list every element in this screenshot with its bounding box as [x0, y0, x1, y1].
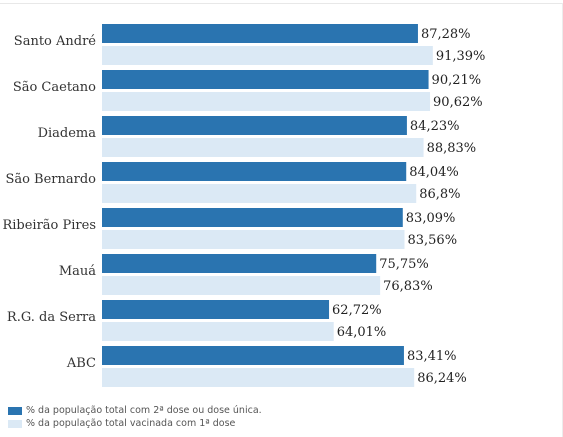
bar-second-dose	[102, 208, 403, 227]
category-label: R.G. da Serra	[7, 310, 96, 325]
value-label-first-dose: 64,01%	[337, 325, 387, 340]
value-label-second-dose: 75,75%	[379, 257, 429, 272]
top-border	[0, 3, 563, 4]
bar-second-dose	[102, 346, 404, 365]
category-label: ABC	[66, 356, 96, 371]
value-label-second-dose: 87,28%	[421, 27, 471, 42]
value-label-first-dose: 86,24%	[417, 371, 467, 386]
category-label: Santo André	[14, 34, 97, 49]
bar-first-dose	[102, 46, 433, 65]
legend-label-series-1: % da população total com 2ª dose ou dose…	[26, 405, 262, 416]
value-label-first-dose: 91,39%	[436, 49, 486, 64]
value-label-first-dose: 86,8%	[419, 187, 460, 202]
legend-swatch-series-2	[8, 419, 22, 428]
bar-first-dose	[102, 276, 381, 295]
category-label: São Bernardo	[5, 172, 96, 187]
legend-item-series-1: % da população total com 2ª dose ou dose…	[8, 405, 262, 416]
bar-first-dose	[102, 184, 417, 203]
category-label: Ribeirão Pires	[2, 218, 96, 233]
value-label-second-dose: 84,04%	[409, 165, 459, 180]
value-label-second-dose: 83,09%	[406, 211, 456, 226]
bar-first-dose	[102, 230, 405, 249]
bar-second-dose	[102, 162, 407, 181]
category-label: Mauá	[59, 264, 96, 279]
category-label: São Caetano	[13, 80, 96, 95]
value-label-first-dose: 76,83%	[383, 279, 433, 294]
value-label-first-dose: 83,56%	[407, 233, 457, 248]
value-label-first-dose: 88,83%	[427, 141, 477, 156]
bar-first-dose	[102, 138, 424, 157]
category-label: Diadema	[38, 126, 97, 141]
bar-first-dose	[102, 322, 334, 341]
value-label-second-dose: 90,21%	[432, 73, 482, 88]
bar-second-dose	[102, 24, 418, 43]
value-label-second-dose: 84,23%	[410, 119, 460, 134]
legend-item-series-2: % da população total vacinada com 1ª dos…	[8, 418, 235, 429]
value-label-second-dose: 83,41%	[407, 349, 457, 364]
bar-first-dose	[102, 92, 431, 111]
bar-first-dose	[102, 368, 415, 387]
bar-second-dose	[102, 70, 429, 89]
value-label-first-dose: 90,62%	[433, 95, 483, 110]
value-label-second-dose: 62,72%	[332, 303, 382, 318]
bar-second-dose	[102, 116, 407, 135]
legend-swatch-series-1	[8, 406, 22, 415]
legend-label-series-2: % da população total vacinada com 1ª dos…	[26, 418, 236, 429]
bar-second-dose	[102, 254, 377, 273]
bar-second-dose	[102, 300, 330, 319]
